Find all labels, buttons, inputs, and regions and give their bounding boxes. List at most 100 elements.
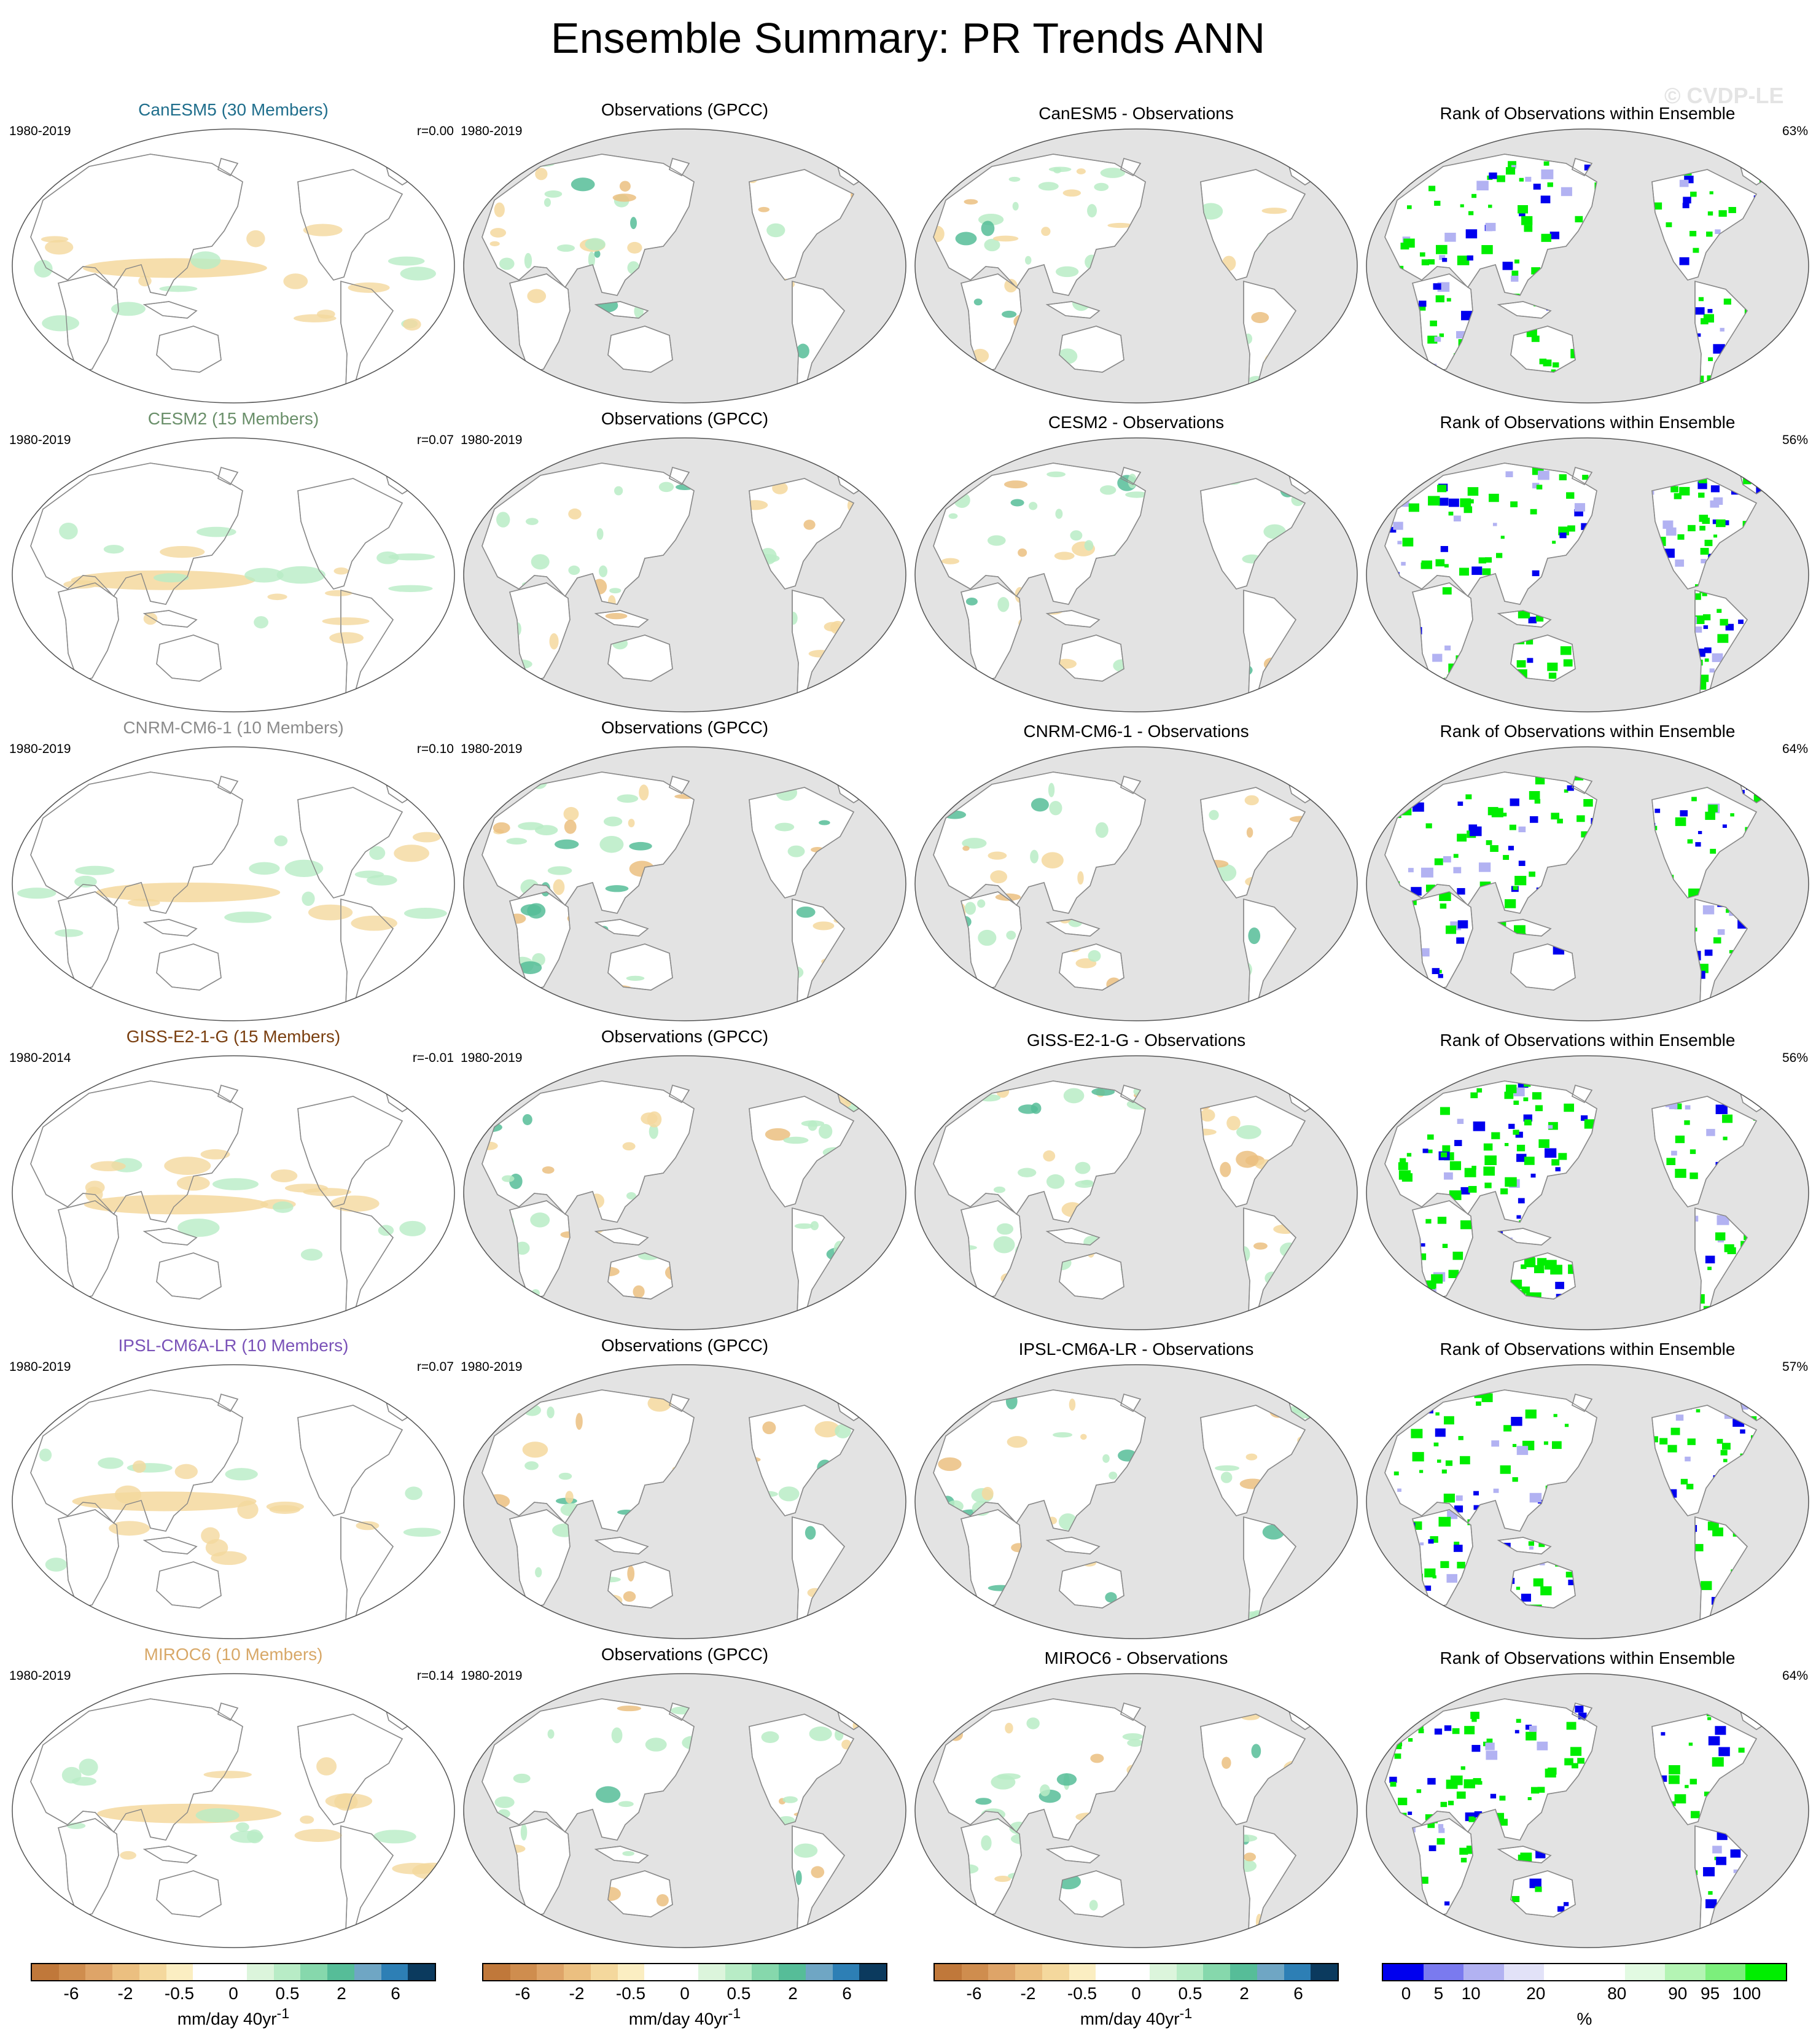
trend-blob	[254, 616, 268, 629]
rank-cell	[1403, 238, 1415, 248]
trend-blob	[535, 168, 548, 181]
coastline	[1384, 771, 1597, 914]
colorbar-boxes	[482, 1963, 887, 1981]
trend-blob	[612, 193, 636, 202]
coastline	[1651, 169, 1757, 281]
coastline	[749, 1714, 854, 1825]
colorbar-unit: mm/day 40yr-1	[482, 2003, 887, 2029]
trend-blob	[947, 1912, 958, 1924]
rank-cell	[1564, 1758, 1573, 1766]
rank-cell	[1491, 1132, 1500, 1139]
trend-blob	[482, 660, 498, 674]
trend-blob	[42, 315, 79, 332]
rank-cell	[1516, 1586, 1521, 1590]
trend-blob	[59, 522, 78, 540]
coastline	[481, 1080, 695, 1223]
coastline	[142, 1537, 198, 1554]
trend-blob	[54, 929, 84, 937]
pattern-correlation: r=-0.01	[412, 1051, 454, 1065]
rank-cell	[1667, 1445, 1677, 1453]
rank-cell	[1412, 1597, 1424, 1607]
rank-cell	[1511, 1896, 1520, 1902]
rank-cell	[1704, 658, 1709, 662]
watermark: © CVDP-LE	[1664, 83, 1784, 108]
rank-cell	[1457, 887, 1465, 895]
rank-cell	[1504, 1091, 1514, 1099]
rank-cell	[1438, 1828, 1445, 1833]
coastline	[792, 281, 845, 391]
rank-cell	[1682, 203, 1689, 209]
rank-cell	[1421, 259, 1430, 266]
rank-cell	[1567, 525, 1575, 532]
trend-blob	[795, 1870, 802, 1886]
rank-cell	[1713, 937, 1721, 944]
rank-cell	[1412, 1452, 1424, 1462]
rank-cell	[1745, 781, 1756, 790]
rank-cell	[1529, 872, 1535, 877]
rank-cell	[1738, 1747, 1745, 1753]
rank-cell	[1405, 970, 1414, 978]
coastline	[792, 1825, 845, 1936]
rank-cell	[1437, 485, 1447, 493]
rank-cell	[1390, 1782, 1397, 1787]
trend-blob	[544, 198, 551, 207]
rank-cell	[1425, 823, 1432, 829]
rank-cell	[1565, 1571, 1573, 1578]
rank-cell	[1438, 497, 1449, 506]
colorbar-tick-label: -6	[63, 1984, 79, 2003]
map-border	[1366, 437, 1809, 712]
map-border	[914, 746, 1358, 1021]
rank-cell	[1432, 1924, 1442, 1932]
rank-cell	[1486, 840, 1492, 845]
rank-cell	[1508, 1123, 1515, 1129]
trend-blob	[399, 1220, 426, 1236]
trend-blob	[964, 902, 976, 915]
rank-cell	[1743, 1395, 1753, 1403]
trend-blob	[61, 1766, 82, 1784]
colorbar-swatch	[327, 1964, 354, 1980]
rank-cell	[1464, 1168, 1476, 1177]
rank-cell	[1402, 381, 1413, 389]
coastline	[1497, 610, 1552, 628]
trend-blob	[639, 784, 649, 801]
rank-map	[1366, 437, 1809, 712]
trend-blob	[975, 1798, 992, 1805]
rank-cell	[1452, 1728, 1460, 1734]
rank-cell	[1545, 1148, 1557, 1158]
rank-cell	[1481, 245, 1493, 254]
trend-blob	[979, 684, 986, 693]
rank-cell	[1434, 858, 1443, 865]
rank-cell	[1689, 230, 1697, 236]
rank-cell	[1716, 519, 1726, 528]
trend-blob	[334, 1793, 358, 1811]
trend-blob	[303, 224, 343, 236]
trend-blob	[225, 1468, 258, 1481]
rank-cell	[1424, 1585, 1432, 1591]
rank-map	[1366, 1673, 1809, 1948]
rank-cell	[1557, 818, 1563, 824]
rank-cell	[1721, 1443, 1731, 1450]
rank-cell	[1703, 1867, 1715, 1877]
coastline	[961, 273, 1022, 373]
coastline	[1412, 1818, 1473, 1917]
obs-map	[463, 1364, 906, 1639]
trend-blob	[1253, 1242, 1268, 1250]
rank-cell	[1529, 816, 1538, 823]
rank-cell	[1463, 506, 1473, 513]
trend-blob	[1029, 502, 1038, 510]
rank-cell	[1574, 509, 1583, 517]
trend-blob	[1087, 204, 1097, 217]
rank-cell	[1791, 517, 1795, 520]
trend-blob	[1075, 1161, 1091, 1174]
rank-cell	[1398, 671, 1411, 682]
rank-cell	[1675, 1414, 1684, 1421]
rank-cell	[1485, 1742, 1495, 1750]
coastline	[1694, 1516, 1748, 1627]
rank-cell	[1435, 559, 1445, 567]
rank-cell	[1708, 805, 1718, 813]
rank-cell	[1457, 256, 1470, 265]
coastline	[1059, 1252, 1124, 1300]
coastline	[509, 1818, 571, 1917]
coastline	[1412, 891, 1473, 991]
trend-blob	[811, 1866, 825, 1878]
